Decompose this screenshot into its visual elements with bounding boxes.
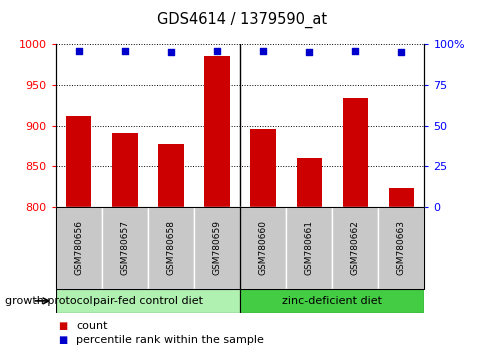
Text: GSM780663: GSM780663 bbox=[396, 220, 405, 275]
Bar bbox=[158, 144, 183, 354]
Text: ■: ■ bbox=[58, 335, 67, 345]
Text: GSM780660: GSM780660 bbox=[258, 220, 267, 275]
Text: GSM780662: GSM780662 bbox=[350, 220, 359, 275]
Point bbox=[121, 48, 129, 53]
Text: GSM780661: GSM780661 bbox=[304, 220, 313, 275]
Point bbox=[166, 50, 174, 55]
Point bbox=[350, 48, 358, 53]
Text: GSM780656: GSM780656 bbox=[74, 220, 83, 275]
Text: count: count bbox=[76, 321, 107, 331]
Bar bbox=[240, 207, 286, 289]
Bar bbox=[194, 207, 240, 289]
Bar bbox=[148, 207, 194, 289]
Point bbox=[212, 48, 220, 53]
Bar bbox=[66, 116, 91, 354]
Point bbox=[258, 48, 266, 53]
Bar bbox=[342, 98, 367, 354]
Bar bbox=[56, 207, 102, 289]
Text: ■: ■ bbox=[58, 321, 67, 331]
Point bbox=[304, 50, 312, 55]
Bar bbox=[250, 129, 275, 354]
Point bbox=[396, 50, 404, 55]
Bar bbox=[102, 207, 148, 289]
Bar bbox=[56, 289, 240, 313]
Point bbox=[75, 48, 82, 53]
Text: zinc-deficient diet: zinc-deficient diet bbox=[282, 296, 381, 306]
Text: growth protocol: growth protocol bbox=[5, 296, 92, 306]
Bar bbox=[378, 207, 424, 289]
Bar bbox=[388, 188, 413, 354]
Bar bbox=[332, 207, 378, 289]
Text: GDS4614 / 1379590_at: GDS4614 / 1379590_at bbox=[157, 11, 327, 28]
Text: GSM780657: GSM780657 bbox=[120, 220, 129, 275]
Text: GSM780659: GSM780659 bbox=[212, 220, 221, 275]
Bar bbox=[112, 133, 137, 354]
Bar bbox=[286, 207, 332, 289]
Text: pair-fed control diet: pair-fed control diet bbox=[93, 296, 202, 306]
Bar bbox=[204, 56, 229, 354]
Bar bbox=[296, 158, 321, 354]
Text: percentile rank within the sample: percentile rank within the sample bbox=[76, 335, 263, 345]
Text: GSM780658: GSM780658 bbox=[166, 220, 175, 275]
Bar bbox=[240, 289, 424, 313]
